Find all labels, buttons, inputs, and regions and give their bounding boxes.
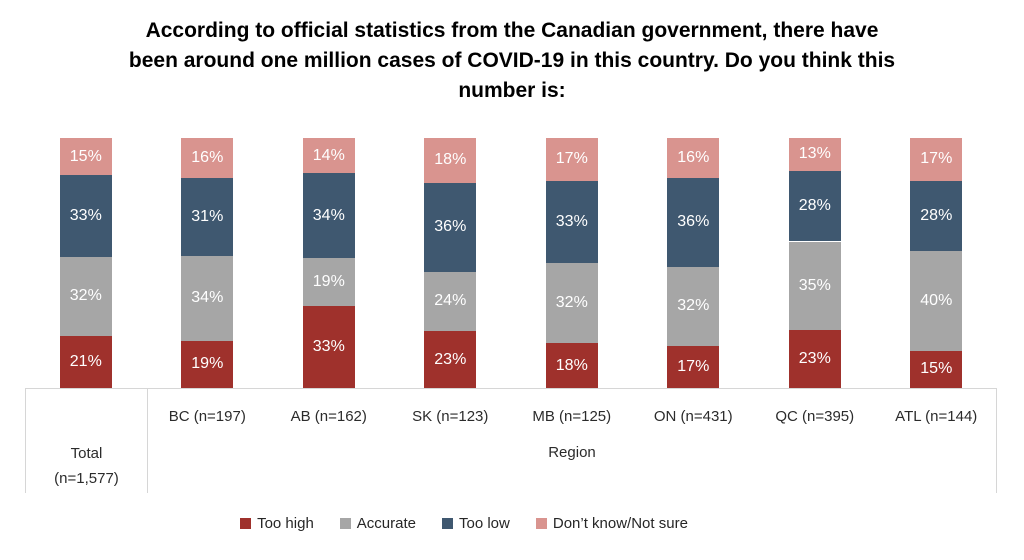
bar-segment: 33% — [302, 305, 355, 388]
bar-segment: 32% — [545, 263, 598, 343]
legend-label: Don’t know/Not sure — [552, 515, 688, 532]
legend-swatch — [535, 518, 547, 529]
bar-segment: 16% — [667, 138, 720, 178]
legend-item: Don’t know/Not sure — [535, 515, 688, 532]
axis-group-label-total: Total (n=1,577) — [26, 441, 147, 491]
bar-segment-label: 16% — [677, 148, 710, 166]
bar-segment: 32% — [667, 266, 720, 346]
bar-segment-label: 34% — [312, 206, 345, 224]
bar-segment-label: 21% — [69, 353, 102, 370]
bar-segment: 24% — [424, 271, 477, 332]
chart-title: According to official statistics from th… — [0, 16, 1024, 106]
bar-segment: 17% — [667, 345, 720, 388]
bar-segment-label: 17% — [555, 150, 588, 168]
legend-swatch — [240, 518, 252, 529]
legend-item: Too high — [240, 515, 314, 532]
bar-segment-label: 32% — [677, 297, 710, 315]
bar-segment: 23% — [788, 329, 841, 388]
axis-tick-label: SK (n=123) — [412, 408, 489, 425]
bar-segment-label: 24% — [434, 292, 467, 310]
bar-segment-label: 35% — [798, 276, 831, 294]
legend-item: Too low — [442, 515, 510, 532]
bar-segment-label: 15% — [69, 147, 102, 165]
bar-segment-label: 15% — [920, 360, 953, 378]
axis-group-label-total-line: Total — [70, 445, 103, 462]
bar-segment-label: 17% — [677, 357, 710, 375]
legend-swatch — [339, 518, 351, 529]
bar-segment-label: 36% — [677, 213, 710, 231]
bar-segment: 21% — [59, 336, 112, 388]
bar-segment-label: 18% — [434, 151, 467, 169]
bar-segment: 32% — [59, 256, 112, 336]
axis-tick-label: ATL (n=144) — [895, 408, 978, 425]
axis-tick-label: BC (n=197) — [168, 408, 246, 425]
bar-segment: 16% — [181, 138, 234, 178]
bar-segment: 17% — [545, 138, 598, 181]
bar-segment-label: 33% — [312, 337, 345, 355]
chart-title-line: number is: — [458, 79, 566, 102]
bar-segment: 33% — [59, 175, 112, 257]
bar-segment: 34% — [181, 255, 234, 341]
axis-group-label-region: Region — [548, 444, 596, 461]
axis-divider — [25, 388, 26, 493]
bar-segment-label: 23% — [798, 349, 831, 367]
bar-segment-label: 14% — [312, 146, 345, 164]
bar-segment-label: 19% — [312, 272, 345, 290]
bar-segment: 40% — [910, 250, 963, 351]
bar-segment-label: 40% — [920, 291, 953, 309]
bar-segment: 19% — [302, 258, 355, 306]
bar-segment-label: 33% — [69, 206, 102, 224]
bar-segment: 15% — [59, 138, 112, 176]
bar-segment: 23% — [424, 331, 477, 388]
bar-segment-label: 28% — [798, 197, 831, 215]
legend: Too high Accurate Too low Don’t know/Not su… — [0, 515, 976, 532]
axis-divider — [996, 388, 997, 493]
axis-group-label-total-line: (n=1,577) — [54, 470, 119, 487]
bar-segment: 33% — [545, 180, 598, 263]
legend-label: Too low — [459, 515, 510, 532]
axis-divider — [147, 388, 148, 493]
bar-segment: 28% — [910, 180, 963, 251]
bar-segment: 14% — [302, 138, 355, 173]
axis-tick-label: QC (n=395) — [775, 408, 855, 425]
bar-segment: 15% — [910, 350, 963, 388]
chart-title-line: According to official statistics from th… — [145, 19, 879, 42]
bar-segment-label: 18% — [555, 356, 588, 374]
bar-segment-label: 36% — [434, 218, 467, 236]
bar-segment: 36% — [424, 182, 477, 272]
bar-segment: 18% — [424, 138, 477, 183]
legend-swatch — [442, 518, 453, 529]
bar-segment: 35% — [788, 241, 841, 330]
bar-segment-label: 34% — [191, 289, 224, 306]
bar-segment: 18% — [545, 343, 598, 388]
bar-segment-label: 33% — [555, 212, 588, 230]
axis-tick-label: AB (n=162) — [290, 408, 367, 425]
legend-label: Too high — [257, 515, 314, 532]
bar-segment-label: 32% — [69, 287, 102, 305]
bar-segment: 31% — [181, 178, 234, 256]
bar-segment: 13% — [788, 138, 841, 171]
legend-label: Accurate — [356, 515, 416, 532]
bar-segment: 36% — [667, 177, 720, 267]
bar-segment: 17% — [910, 138, 963, 181]
legend-item: Accurate — [339, 515, 416, 532]
bar-segment: 19% — [181, 340, 234, 388]
bar-segment-label: 19% — [191, 355, 224, 373]
bar-segment-label: 17% — [920, 150, 953, 168]
bar-segment-label: 28% — [920, 206, 953, 224]
chart-title-line: been around one million cases of COVID-1… — [128, 49, 896, 72]
axis-tick-label: MB (n=125) — [532, 408, 612, 425]
axis-baseline — [25, 388, 997, 389]
bar-segment: 28% — [788, 170, 841, 242]
bar-segment-label: 13% — [798, 145, 831, 163]
bar-segment-label: 31% — [191, 207, 224, 225]
bar-segment-label: 16% — [191, 149, 224, 166]
bar-segment-label: 32% — [555, 294, 588, 311]
axis-tick-label: ON (n=431) — [653, 408, 733, 425]
bar-segment-label: 23% — [434, 350, 467, 368]
bar-segment: 34% — [302, 173, 355, 258]
